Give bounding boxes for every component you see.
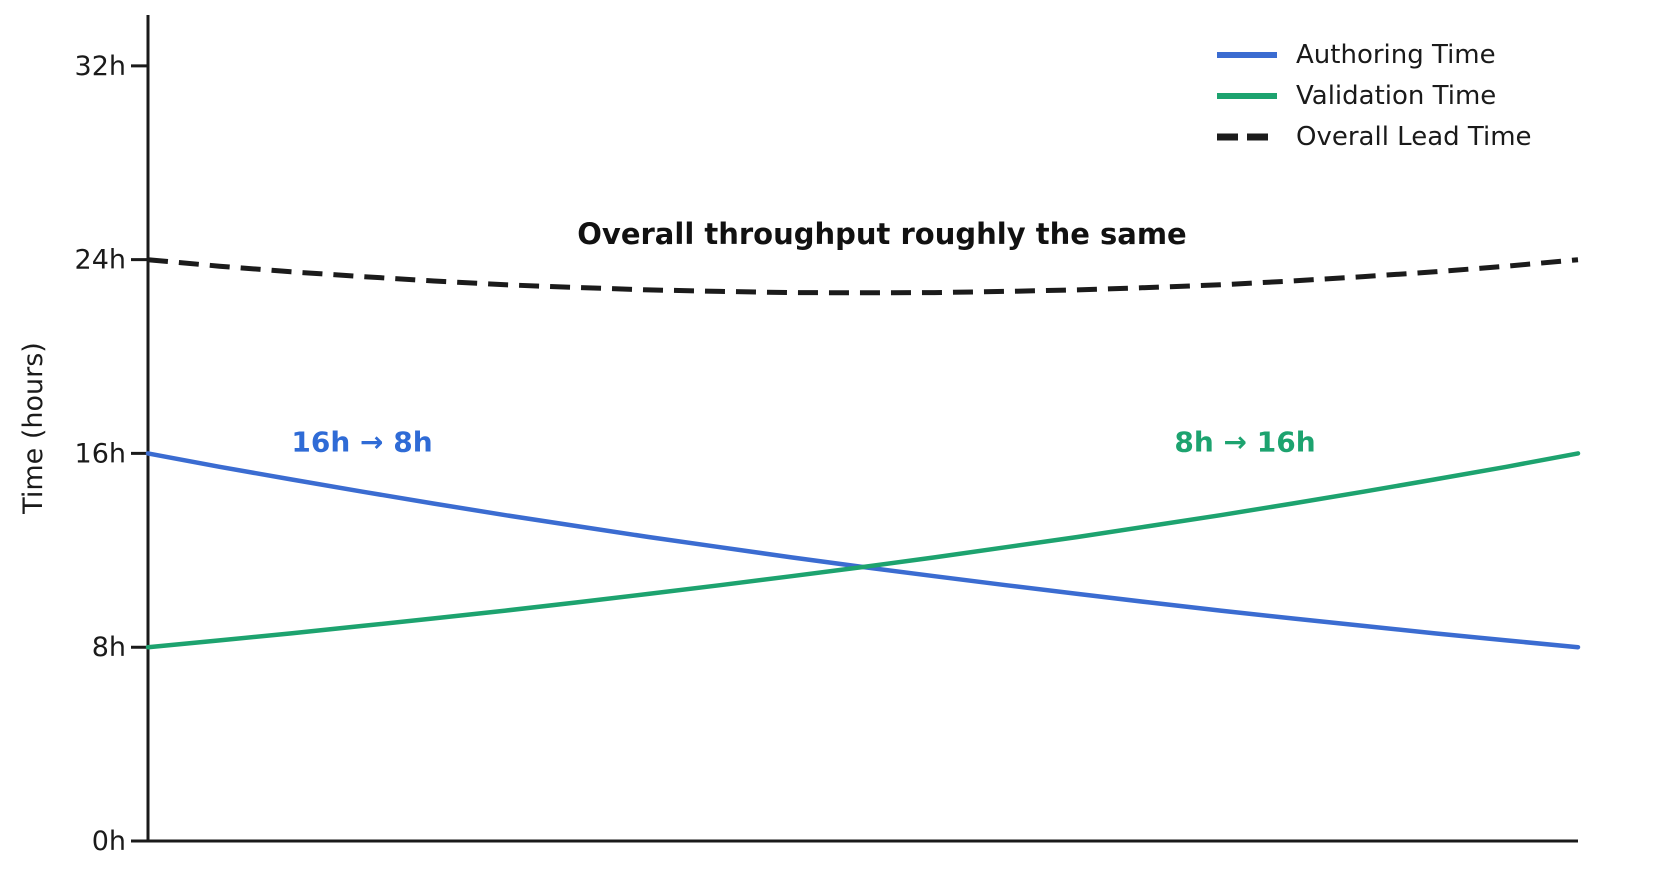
legend-label-authoring-time: Authoring Time [1296,39,1496,70]
legend-item-overall-lead-time: Overall Lead Time [1216,116,1532,157]
y-tick-label: 8h [92,632,126,663]
y-axis-label: Time (hours) [18,342,49,515]
series-line-validation-time [145,451,1581,650]
legend-label-overall-lead-time: Overall Lead Time [1296,121,1532,152]
legend-dashed-line-icon [1217,133,1277,140]
legend: Authoring Time Validation Time Overall L… [1216,34,1532,157]
series-line-overall-lead-time [147,257,1579,296]
y-tick-label: 16h [75,438,126,469]
series-line-authoring-time [145,451,1581,650]
legend-solid-line-icon [1217,51,1277,58]
y-tick-label: 24h [75,245,126,276]
annotation-overall-throughput: Overall throughput roughly the same [577,217,1187,251]
annotation-validation-change: 8h → 16h [1174,425,1316,459]
legend-solid-line-icon [1217,92,1277,99]
legend-item-validation-time: Validation Time [1216,75,1532,116]
y-tick-label: 0h [92,826,126,857]
y-tick-label: 32h [75,51,126,82]
annotation-authoring-change: 16h → 8h [291,425,433,459]
legend-label-validation-time: Validation Time [1296,80,1497,111]
legend-item-authoring-time: Authoring Time [1216,34,1532,75]
